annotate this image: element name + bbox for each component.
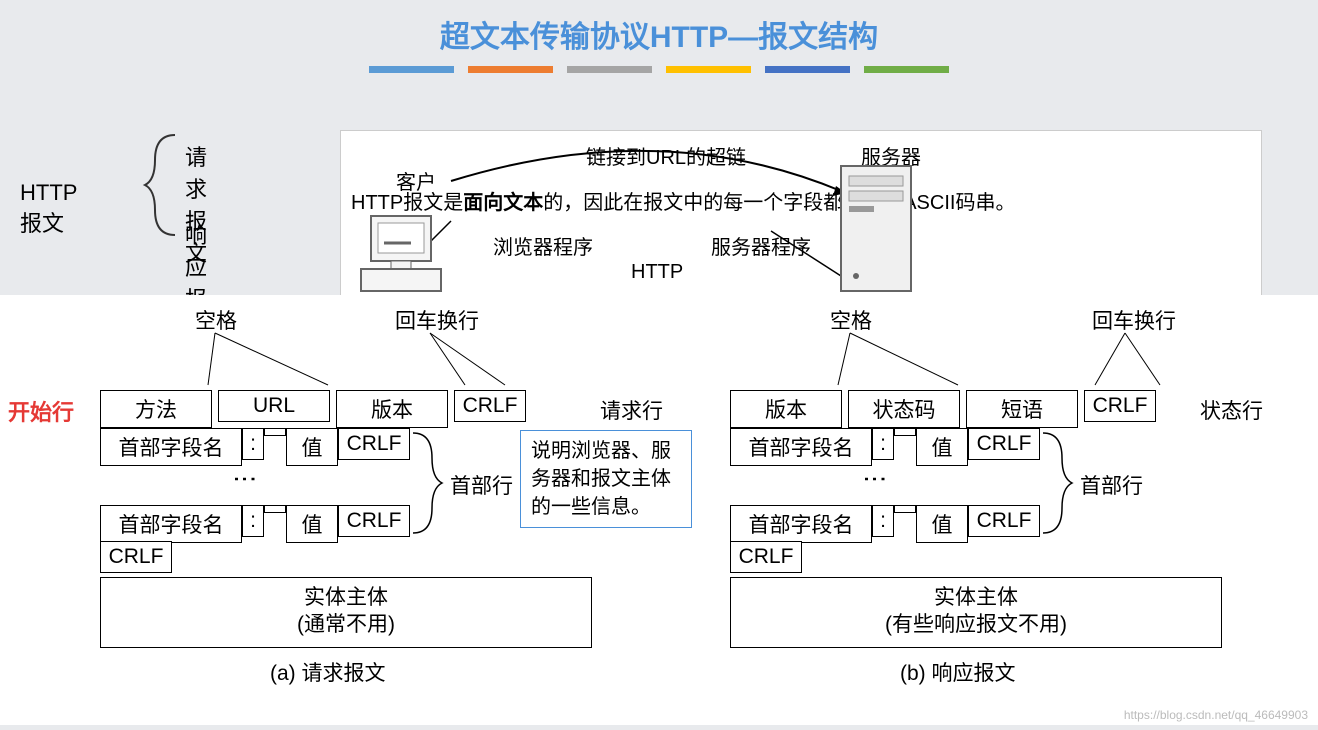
resp-caption: (b) 响应报文 <box>900 657 1016 687</box>
server-computer-icon <box>831 161 921 301</box>
resp-startrow-cell-3: CRLF <box>1084 390 1156 422</box>
req-caption: (a) 请求报文 <box>270 657 386 687</box>
req-row-label: 请求行 <box>600 395 663 425</box>
resp-hdr1-cell-2 <box>894 428 916 436</box>
color-bars <box>0 66 1318 73</box>
req-body-l1: 实体主体 <box>101 584 591 611</box>
resp-row-label: 状态行 <box>1200 395 1263 425</box>
browser-label: 浏览器程序 <box>493 231 593 260</box>
req-body-l2: (通常不用) <box>101 611 591 638</box>
resp-hdr2-cell-1: : <box>872 505 894 537</box>
client-server-illustration: 客户 链接到URL的超链 服务器 HTTP报文是面向文本的，因此在报文中的每一个… <box>340 130 1262 297</box>
req-startrow-cell-0: 方法 <box>100 390 212 428</box>
req-hdr1-cell-0: 首部字段名 <box>100 428 242 466</box>
sentence: HTTP报文是面向文本的，因此在报文中的每一个字段都是一些ASCII码串。 <box>351 186 1251 215</box>
resp-vdots: ⋮ <box>860 467 888 493</box>
bar-6 <box>864 66 949 73</box>
resp-hdr1-cell-1: : <box>872 428 894 460</box>
req-space-label: 空格 <box>195 305 237 335</box>
req-hdr2-cell-4: CRLF <box>338 505 410 537</box>
req-vdots: ⋮ <box>230 467 258 493</box>
left-brace-icon <box>140 130 180 240</box>
resp-hdr1-cell-4: CRLF <box>968 428 1040 460</box>
req-headers-label: 首部行 <box>450 470 513 500</box>
watermark: https://blog.csdn.net/qq_46649903 <box>1124 708 1308 722</box>
req-startrow-cell-1: URL <box>218 390 330 422</box>
page-title: 超文本传输协议HTTP—报文结构 <box>0 0 1318 56</box>
info-box: 说明浏览器、服务器和报文主体的一些信息。 <box>520 430 692 528</box>
resp-body-l1: 实体主体 <box>731 584 1221 611</box>
start-line-label: 开始行 <box>8 395 74 427</box>
resp-headers-label: 首部行 <box>1080 470 1143 500</box>
req-crlf-label: 回车换行 <box>395 305 479 335</box>
resp-startrow-cell-1: 状态码 <box>848 390 960 428</box>
hyperlink-label: 链接到URL的超链 <box>586 141 746 170</box>
resp-hdr2-cell-2 <box>894 505 916 513</box>
req-hdr1-cell-1: : <box>242 428 264 460</box>
server-prog-label: 服务器程序 <box>711 231 811 260</box>
req-body: 实体主体 (通常不用) <box>100 577 592 648</box>
req-hdr1-cell-3: 值 <box>286 428 338 466</box>
proto-label: HTTP <box>631 261 683 284</box>
bracket-root: HTTP报文 <box>20 180 77 238</box>
resp-body: 实体主体 (有些响应报文不用) <box>730 577 1222 648</box>
resp-body-l2: (有些响应报文不用) <box>731 611 1221 638</box>
req-hdr1-cell-4: CRLF <box>338 428 410 460</box>
client-computer-icon <box>356 211 456 301</box>
resp-hdr2-cell-0: 首部字段名 <box>730 505 872 543</box>
resp-empty-crlf: CRLF <box>730 541 802 573</box>
req-hdr1-cell-2 <box>264 428 286 436</box>
resp-hdr2-cell-3: 值 <box>916 505 968 543</box>
resp-startrow-cell-2: 短语 <box>966 390 1078 428</box>
resp-headers-brace-icon <box>1040 428 1075 543</box>
bar-2 <box>468 66 553 73</box>
bar-1 <box>369 66 454 73</box>
message-structure-diagram: 开始行 空格 回车换行 方法URL版本CRLF 请求行 首部字段名:值CRLF … <box>0 295 1318 725</box>
req-hdr2-cell-0: 首部字段名 <box>100 505 242 543</box>
resp-hdr1-cell-3: 值 <box>916 428 968 466</box>
req-startrow-cell-3: CRLF <box>454 390 526 422</box>
req-headers-brace-icon <box>410 428 445 543</box>
req-hdr2-cell-1: : <box>242 505 264 537</box>
resp-hdr2-cell-4: CRLF <box>968 505 1040 537</box>
bar-3 <box>567 66 652 73</box>
req-hdr2-cell-3: 值 <box>286 505 338 543</box>
resp-startrow-cell-0: 版本 <box>730 390 842 428</box>
resp-crlf-label: 回车换行 <box>1092 305 1176 335</box>
resp-space-label: 空格 <box>830 305 872 335</box>
req-hdr2-cell-2 <box>264 505 286 513</box>
req-empty-crlf: CRLF <box>100 541 172 573</box>
bar-5 <box>765 66 850 73</box>
req-startrow-cell-2: 版本 <box>336 390 448 428</box>
bar-4 <box>666 66 751 73</box>
resp-hdr1-cell-0: 首部字段名 <box>730 428 872 466</box>
